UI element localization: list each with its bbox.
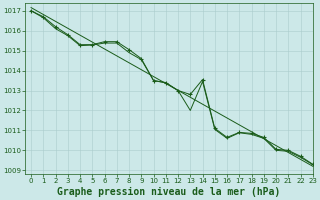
X-axis label: Graphe pression niveau de la mer (hPa): Graphe pression niveau de la mer (hPa) — [57, 187, 281, 197]
